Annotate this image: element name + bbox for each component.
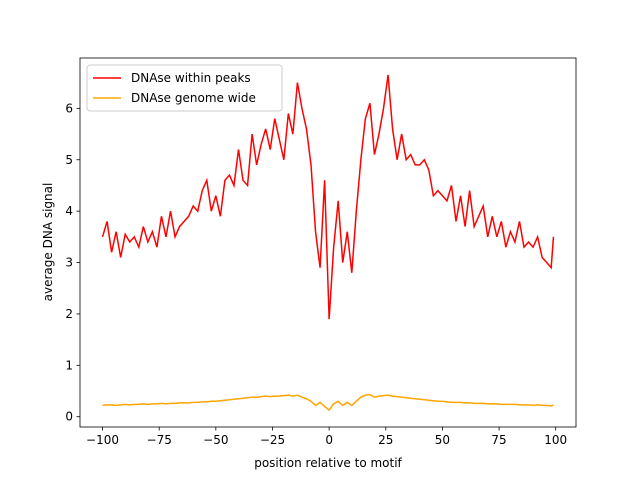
x-tick-label: 50 (435, 433, 450, 447)
legend-box (86, 64, 283, 112)
x-axis-label: position relative to motif (254, 456, 402, 470)
y-tick-label: 5 (65, 153, 73, 167)
x-tick-label: 0 (325, 433, 333, 447)
data-line (101, 74, 555, 320)
data-line (102, 393, 554, 412)
x-tick-label: −25 (260, 433, 285, 447)
y-tick-label: 4 (65, 204, 73, 218)
plot-frame (79, 57, 577, 428)
x-tick-label: 75 (491, 433, 506, 447)
y-tick-label: 6 (65, 101, 73, 115)
y-tick-label: 1 (65, 358, 73, 372)
x-tick-label: 100 (544, 433, 567, 447)
y-tick-label: 0 (65, 410, 73, 424)
legend-label: DNAse within peaks (131, 71, 251, 85)
x-tick-label: −75 (147, 433, 172, 447)
y-axis-label: average DNA signal (41, 183, 55, 302)
y-tick-label: 3 (65, 256, 73, 270)
x-tick-label: 25 (378, 433, 393, 447)
y-tick-label: 2 (65, 307, 73, 321)
x-tick-label: −50 (203, 433, 228, 447)
x-tick-label: −100 (86, 433, 119, 447)
legend-label: DNAse genome wide (131, 91, 256, 105)
